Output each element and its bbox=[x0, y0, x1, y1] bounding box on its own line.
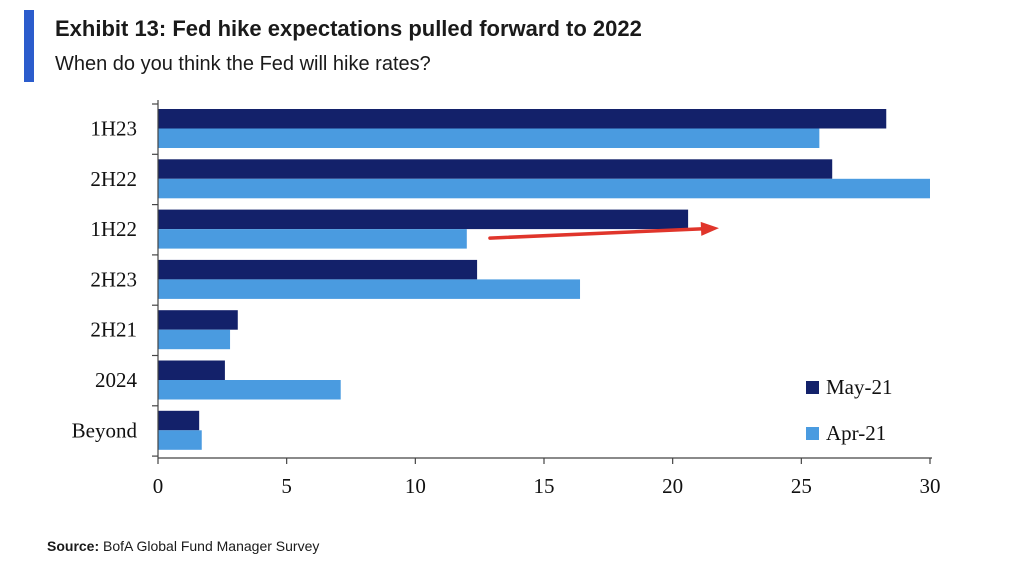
legend-swatch-may-21 bbox=[806, 381, 819, 394]
legend-label-apr-21: Apr-21 bbox=[826, 421, 886, 445]
bar-apr-21-2h23 bbox=[158, 279, 581, 299]
x-tick-label-20: 20 bbox=[662, 474, 683, 498]
bar-apr-21-2h22 bbox=[158, 178, 930, 199]
source-label: Source: bbox=[47, 538, 100, 554]
x-tick-label-25: 25 bbox=[791, 474, 812, 498]
bar-may-21-1h23 bbox=[158, 109, 887, 129]
x-tick-label-5: 5 bbox=[281, 474, 292, 498]
x-tick-label-30: 30 bbox=[920, 474, 941, 498]
bar-may-21-2h22 bbox=[158, 159, 833, 179]
x-tick-label-10: 10 bbox=[405, 474, 426, 498]
bar-apr-21-beyond bbox=[158, 430, 202, 450]
category-label-2024: 2024 bbox=[95, 368, 138, 392]
category-label-1h22: 1H22 bbox=[90, 217, 137, 241]
bar-apr-21-2024 bbox=[158, 380, 341, 400]
bar-may-21-2024 bbox=[158, 360, 225, 380]
annotation-arrow-line bbox=[488, 227, 703, 240]
bar-may-21-2h23 bbox=[158, 259, 478, 280]
source-note: Source: BofA Global Fund Manager Survey bbox=[47, 538, 319, 554]
chart-subtitle: When do you think the Fed will hike rate… bbox=[55, 53, 431, 75]
chart-title: Exhibit 13: Fed hike expectations pulled… bbox=[55, 16, 642, 41]
bar-may-21-beyond bbox=[158, 410, 200, 431]
bar-may-21-1h22 bbox=[158, 209, 689, 230]
bar-may-21-2h21 bbox=[158, 310, 238, 330]
bar-apr-21-1h22 bbox=[158, 229, 467, 249]
title-accent-bar bbox=[24, 10, 34, 82]
legend-label-may-21: May-21 bbox=[826, 375, 893, 399]
category-label-2h23: 2H23 bbox=[90, 267, 137, 291]
category-label-beyond: Beyond bbox=[72, 418, 138, 442]
annotation-arrow-head bbox=[700, 221, 719, 236]
x-tick-label-0: 0 bbox=[153, 474, 164, 498]
legend-swatch-apr-21 bbox=[806, 427, 819, 440]
source-text: BofA Global Fund Manager Survey bbox=[103, 538, 320, 554]
category-label-2h21: 2H21 bbox=[90, 318, 137, 342]
category-label-1h23: 1H23 bbox=[90, 117, 137, 141]
bar-apr-21-1h23 bbox=[158, 128, 820, 148]
bar-apr-21-2h21 bbox=[158, 329, 231, 350]
category-label-2h22: 2H22 bbox=[90, 167, 137, 191]
x-tick-label-15: 15 bbox=[534, 474, 555, 498]
